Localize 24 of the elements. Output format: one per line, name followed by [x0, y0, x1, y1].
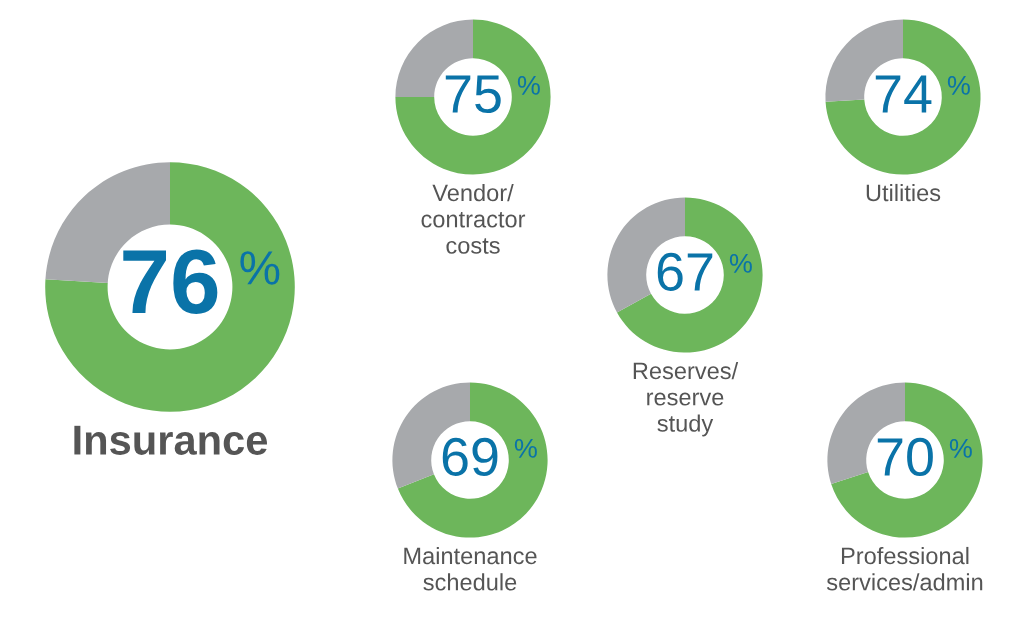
data-label: 69 [442, 437, 498, 477]
text: Insurance [74, 425, 268, 455]
data-label: 75 [445, 75, 501, 114]
data-label: 74 [875, 75, 932, 113]
donut-slice [45, 162, 295, 412]
text: Vendor/ contractor costs [421, 183, 526, 254]
donut-slice [397, 382, 548, 538]
text: Professional services/admin [826, 546, 983, 591]
text: % [729, 253, 752, 273]
text: % [514, 438, 537, 458]
data-label: 70 [877, 437, 933, 477]
donut-slice [617, 197, 763, 353]
text: Maintenance schedule [404, 546, 537, 591]
data-label: 67 [657, 252, 713, 292]
data-label: 76 [123, 249, 218, 314]
text: % [240, 251, 280, 285]
text: % [517, 75, 540, 95]
text: Utilities [866, 183, 941, 202]
donut-slice [825, 19, 981, 175]
text: % [949, 438, 972, 458]
text: % [947, 75, 970, 95]
donut-slice [395, 19, 551, 175]
text: Reserves/ reserve study [633, 361, 739, 437]
donut-slice [831, 382, 983, 538]
